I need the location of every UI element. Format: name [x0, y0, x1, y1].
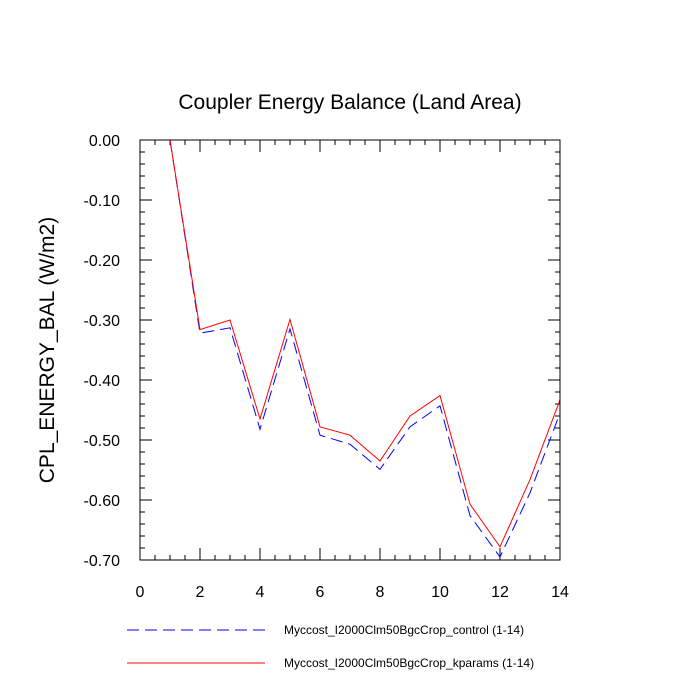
- x-tick-label: 14: [551, 584, 569, 601]
- x-tick-labels: 0 2 4 6 8 10 12 14: [136, 584, 569, 601]
- y-tick-labels: 0.00 -0.10 -0.20 -0.30 -0.40 -0.50 -0.60 -0.70: [84, 133, 121, 570]
- series-line-1: [169, 139, 561, 558]
- x-tick-label: 6: [316, 584, 325, 601]
- chart-title: Coupler Energy Balance (Land Area): [178, 91, 521, 114]
- minor-ticks: [139, 139, 561, 561]
- x-tick-label: 8: [376, 584, 385, 601]
- series-lines: [169, 139, 561, 558]
- series-line-2: [169, 139, 561, 548]
- x-tick-label: 0: [136, 584, 145, 601]
- y-tick-label: -0.30: [84, 313, 121, 330]
- major-ticks: [139, 139, 561, 561]
- x-tick-label: 10: [431, 584, 449, 601]
- legend: Myccost_I2000Clm50BgcCrop_control (1-14)…: [127, 623, 534, 670]
- legend-label-1: Myccost_I2000Clm50BgcCrop_control (1-14): [284, 623, 524, 637]
- y-axis-label: CPL_ENERGY_BAL (W/m2): [36, 217, 59, 483]
- y-tick-label: -0.10: [84, 193, 121, 210]
- x-tick-label: 4: [256, 584, 265, 601]
- y-tick-label: 0.00: [89, 133, 120, 150]
- x-tick-label: 12: [491, 584, 509, 601]
- y-tick-label: -0.20: [84, 253, 121, 270]
- y-tick-label: -0.60: [84, 493, 121, 510]
- plot-frame: [139, 139, 561, 561]
- y-tick-label: -0.40: [84, 373, 121, 390]
- x-tick-label: 2: [196, 584, 205, 601]
- legend-label-2: Myccost_I2000Clm50BgcCrop_kparams (1-14): [284, 656, 534, 670]
- y-tick-label: -0.70: [84, 553, 121, 570]
- y-tick-label: -0.50: [84, 433, 121, 450]
